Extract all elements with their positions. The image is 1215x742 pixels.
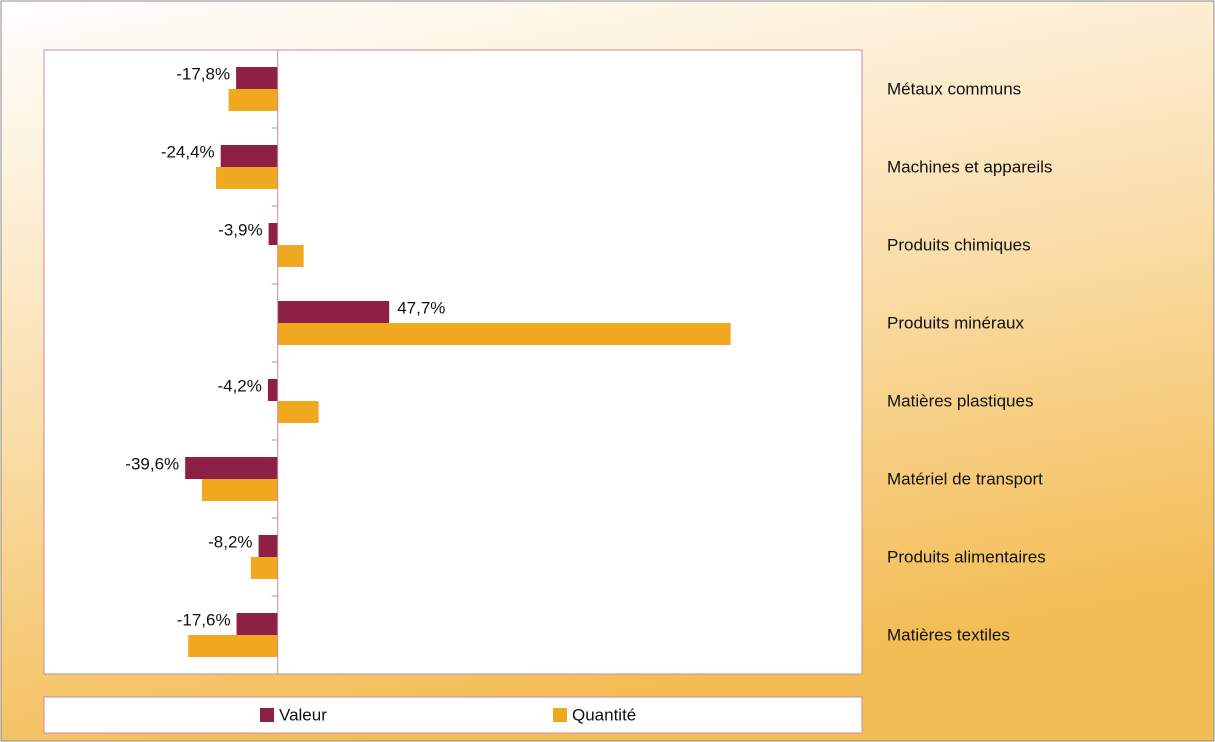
bar [220, 145, 278, 167]
data-label: -17,6% [177, 610, 231, 629]
bar [185, 457, 278, 479]
data-label: -4,2% [217, 376, 261, 395]
data-label: -39,6% [125, 454, 179, 473]
category-label: Produits minéraux [887, 313, 1025, 332]
bar [277, 301, 390, 323]
bar [277, 323, 731, 345]
bar [216, 167, 278, 189]
category-label: Machines et appareils [887, 157, 1052, 176]
category-label: Matières textiles [887, 625, 1010, 644]
legend [43, 696, 863, 734]
category-label: Produits alimentaires [887, 547, 1046, 566]
bar [201, 479, 278, 501]
bar [258, 535, 278, 557]
bar [236, 613, 278, 635]
legend-swatch [553, 708, 567, 722]
data-label: -17,8% [176, 64, 230, 83]
data-label: -3,9% [218, 220, 262, 239]
category-label: Matières plastiques [887, 391, 1033, 410]
bar [250, 557, 278, 579]
legend-swatch [260, 708, 274, 722]
category-label: Métaux communs [887, 79, 1021, 98]
bar [277, 245, 304, 267]
bar [188, 635, 278, 657]
category-label: Produits chimiques [887, 235, 1031, 254]
bar [268, 223, 278, 245]
bar [228, 89, 278, 111]
legend-label: Quantité [572, 705, 636, 724]
data-label: -8,2% [208, 532, 252, 551]
data-label: 47,7% [397, 298, 445, 317]
data-label: -24,4% [161, 142, 215, 161]
category-label: Matériel de transport [887, 469, 1043, 488]
plot-area [43, 49, 863, 675]
legend-label: Valeur [279, 705, 327, 724]
bar [267, 379, 278, 401]
bar [236, 67, 278, 89]
bar [277, 401, 319, 423]
